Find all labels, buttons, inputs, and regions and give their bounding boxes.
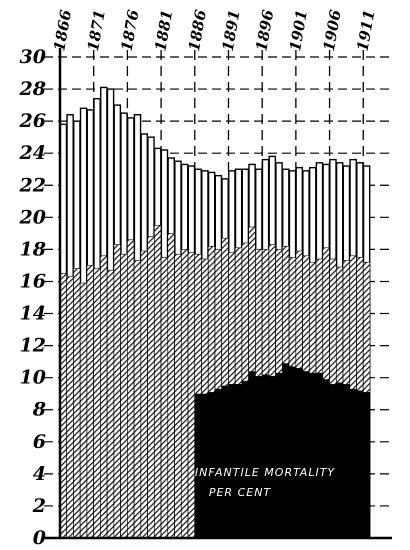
bar-series-2 <box>120 253 128 539</box>
y-tick-label: 26 <box>19 110 46 132</box>
y-tick-label: 0 <box>33 527 46 549</box>
bar-series-2 <box>154 225 162 539</box>
bar-series-2 <box>167 233 175 539</box>
y-tick-label: 8 <box>32 399 46 421</box>
bar-series-3 <box>221 385 229 538</box>
bar-series-3 <box>235 384 243 538</box>
bar-series-3 <box>295 368 303 538</box>
bar-series-3 <box>194 393 202 538</box>
bar-series-2 <box>106 269 115 539</box>
bar-series-3 <box>208 392 216 538</box>
bar-series-2 <box>93 268 101 539</box>
y-tick-label: 28 <box>19 78 46 100</box>
y-tick-label: 6 <box>33 431 46 453</box>
bar-series-3 <box>261 374 270 538</box>
x-tick-label: 1866 <box>50 8 75 53</box>
bar-series-3 <box>329 384 337 538</box>
y-tick-label: 2 <box>32 495 46 517</box>
bar-series-3 <box>255 376 263 538</box>
bar-series-3 <box>288 366 297 538</box>
bar-series-3 <box>302 371 310 538</box>
bar-series-3 <box>214 388 222 538</box>
bar-series-2 <box>86 265 94 539</box>
bar-series-2 <box>79 282 88 539</box>
bar-series-2 <box>181 249 189 539</box>
y-tick-label: 12 <box>20 335 46 357</box>
bar-series-2 <box>113 244 121 539</box>
y-tick-label: 10 <box>20 367 46 389</box>
bar-series-3 <box>228 384 236 538</box>
x-tick-label: 1881 <box>151 8 176 52</box>
x-tick-label: 1901 <box>286 8 311 52</box>
bar-series-3 <box>356 390 364 538</box>
bar-series-3 <box>349 388 357 538</box>
bar-series-2 <box>127 239 135 539</box>
bar-series-3 <box>248 371 256 538</box>
x-tick-label: 1886 <box>185 8 210 53</box>
bar-series-3 <box>268 376 276 538</box>
y-tick-label: 22 <box>19 174 46 196</box>
bar-series-3 <box>309 372 317 538</box>
bar-series-2 <box>187 252 196 539</box>
bar-series-2 <box>66 276 74 539</box>
bar-series-3 <box>241 380 249 538</box>
annotation-line-1: INFANTILE MORTALITY <box>195 466 336 479</box>
x-tick-label: 1871 <box>84 8 109 52</box>
bar-series-2 <box>147 236 155 539</box>
y-tick-label: 4 <box>33 463 46 485</box>
y-tick-label: 30 <box>20 46 46 68</box>
bar-series-3 <box>336 382 344 538</box>
bar-series-3 <box>322 379 330 538</box>
bar-series-3 <box>315 372 324 538</box>
annotation-line-2: PER CENT <box>209 486 272 499</box>
bar-series-2 <box>133 260 142 539</box>
bar-series-2 <box>100 255 108 539</box>
y-tick-label: 24 <box>19 142 46 164</box>
bar-series-3 <box>363 392 371 538</box>
bar-series-3 <box>282 363 290 538</box>
bar-series-2 <box>174 253 182 539</box>
axes <box>44 48 392 540</box>
bar-series-3 <box>275 372 283 538</box>
x-tick-label: 1891 <box>219 8 244 52</box>
bars <box>59 86 371 539</box>
y-tick-label: 14 <box>20 303 46 325</box>
x-tick-label: 1911 <box>353 8 378 52</box>
x-tick-label: 1906 <box>320 8 345 53</box>
bar-series-3 <box>342 384 350 538</box>
x-tick-label: 1896 <box>252 8 277 53</box>
bar-series-2 <box>140 250 148 539</box>
bar-series-2 <box>73 268 81 539</box>
y-tick-label: 20 <box>19 206 46 228</box>
x-tick-label: 1876 <box>118 8 143 53</box>
y-tick-label: 18 <box>20 238 46 260</box>
bar-series-2 <box>160 257 169 539</box>
y-tick-label: 16 <box>20 270 46 292</box>
bar-series-3 <box>201 393 209 538</box>
